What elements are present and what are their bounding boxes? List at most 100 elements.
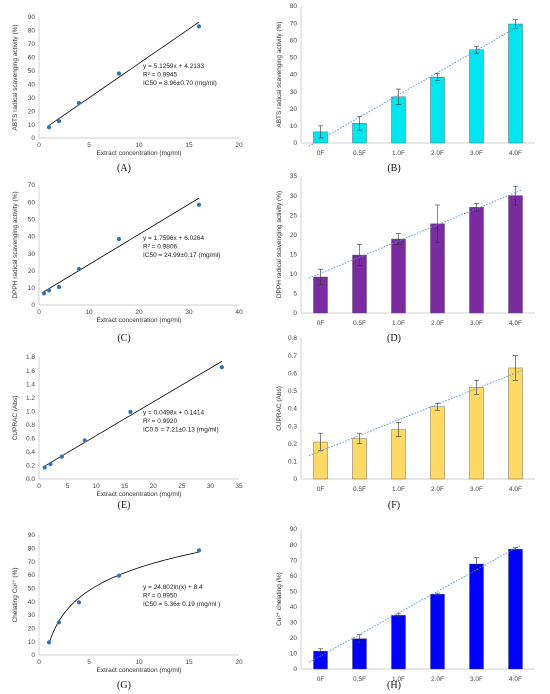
data-point (76, 100, 82, 106)
x-tick-label: 3.0F (470, 486, 483, 493)
y-tick-label: 0.6 (26, 436, 35, 443)
panel-label: (D) (387, 333, 401, 344)
trendline (48, 551, 200, 644)
y-tick-label: 0.8 (288, 335, 297, 342)
bar (508, 23, 523, 144)
data-point (46, 288, 52, 293)
equation-annotation: R² = 0.9806 (143, 244, 178, 251)
y-tick-label: 10 (290, 271, 298, 278)
x-tick-label: 40 (235, 309, 243, 316)
bar (352, 438, 367, 480)
y-tick-label: 40 (28, 234, 36, 241)
x-tick-label: 20 (235, 659, 243, 666)
x-tick-label: 0.5F (353, 150, 366, 157)
y-tick-label: 10 (28, 285, 36, 292)
data-point (196, 202, 202, 207)
x-tick-label: 0F (317, 676, 325, 683)
y-tick-label: 60 (290, 573, 298, 580)
y-axis-label: ABTS radical scavenging activity (%) (276, 21, 283, 127)
chart-panel-c: 0 10 20 30 40 50 60 70 DPPH radical scavenging a… (12, 182, 243, 344)
bar (508, 195, 523, 314)
y-tick-label: 0.6 (288, 370, 297, 377)
y-tick-label: 60 (28, 199, 36, 206)
y-tick-label: 0 (31, 302, 35, 309)
y-tick-label: 60 (28, 55, 36, 62)
y-tick-label: 0 (293, 476, 297, 483)
y-tick-label: 0.2 (26, 463, 35, 470)
chart-panel-d: 0 5 10 15 20 25 30 35 DPPH radical scavenging ac… (276, 173, 535, 344)
y-tick-label: 60 (290, 37, 298, 44)
x-tick-label: 1.0F (392, 150, 405, 157)
y-axis-label: DPPH radical scavenging activity (%) (276, 191, 283, 298)
bar (391, 238, 406, 314)
x-tick-label: 0.5F (353, 320, 366, 327)
y-tick-label: 0.1 (288, 459, 297, 466)
y-tick-label: 10 (28, 122, 36, 129)
x-tick-label: 0.5F (353, 676, 366, 683)
x-tick-label: 15 (185, 659, 193, 666)
x-axis-label: Extract concentration (mg/ml) (97, 317, 182, 324)
y-tick-label: 20 (28, 108, 36, 115)
y-tick-label: 0 (31, 652, 35, 659)
bar (391, 429, 406, 480)
equation-annotation: IC50 = 5.36± 0.19 (mg/ml ) (143, 601, 220, 608)
y-tick-label: 10 (290, 651, 298, 658)
x-tick-label: 2.0F (431, 150, 444, 157)
x-tick-label: 10 (93, 483, 101, 490)
x-tick-label: 35 (235, 483, 243, 490)
x-tick-label: 2.0F (431, 486, 444, 493)
data-point (76, 266, 82, 272)
data-point (56, 620, 62, 625)
x-axis-label: Extract concentration (mg/ml) (97, 150, 182, 157)
y-tick-label: 50 (290, 55, 298, 62)
y-tick-label: 70 (28, 559, 36, 566)
trendline (308, 544, 522, 663)
trendline (44, 361, 223, 467)
y-tick-label: 20 (290, 106, 298, 113)
data-point (116, 236, 122, 242)
data-point (116, 71, 122, 76)
y-tick-label: 30 (290, 89, 298, 96)
equation-annotation: IC0.5 = 7.21±0.13 (mg/ml) (143, 426, 219, 433)
data-point (82, 438, 87, 443)
y-tick-label: 80 (290, 542, 298, 549)
x-tick-label: 20 (150, 483, 158, 490)
data-point (59, 454, 64, 459)
y-tick-label: 40 (28, 599, 36, 606)
y-tick-label: 70 (28, 182, 36, 189)
trendline (48, 21, 200, 126)
bar (430, 406, 445, 480)
x-tick-label: 25 (178, 483, 186, 490)
trendline (308, 370, 522, 457)
x-axis-label: Extract concentration (mg/ml) (97, 491, 182, 498)
y-tick-label: 15 (290, 251, 298, 258)
x-tick-label: 10 (85, 309, 93, 316)
bar (469, 207, 484, 314)
x-tick-label: 20 (235, 142, 243, 149)
x-tick-label: 0 (37, 483, 41, 490)
y-tick-label: 50 (290, 588, 298, 595)
y-tick-label: 0.0 (26, 476, 35, 483)
y-tick-label: 20 (28, 626, 36, 633)
y-tick-label: 80 (290, 3, 298, 10)
chart-panel-f: 0 0.1 0.2 0.3 0.4 0.5 0.6 0.7 0.8 CUPRAC (Abs) 0F 0… (276, 335, 535, 511)
panel-label: (B) (387, 163, 400, 174)
x-tick-label: 3.0F (470, 150, 483, 157)
y-tick-label: 25 (290, 212, 298, 219)
y-axis-label: DPPH radical scavenging activity (%) (12, 191, 19, 298)
y-tick-label: 90 (290, 526, 298, 533)
panel-label: (F) (388, 500, 400, 511)
y-tick-label: 1.6 (26, 368, 35, 375)
chart-panel-b: 0 10 20 30 40 50 60 70 80 ABTS radical scavenging… (276, 3, 535, 174)
y-axis-label: ABTS radical scavenging activity (%) (12, 24, 19, 130)
x-tick-label: 30 (207, 483, 215, 490)
y-tick-label: 5 (293, 291, 297, 298)
y-tick-label: 30 (28, 612, 36, 619)
x-tick-label: 0F (317, 320, 325, 327)
y-tick-label: 40 (290, 72, 298, 79)
bar (469, 49, 484, 144)
equation-annotation: R² = 0.9950 (143, 593, 178, 600)
x-tick-label: 10 (135, 142, 143, 149)
x-tick-label: 15 (185, 142, 193, 149)
